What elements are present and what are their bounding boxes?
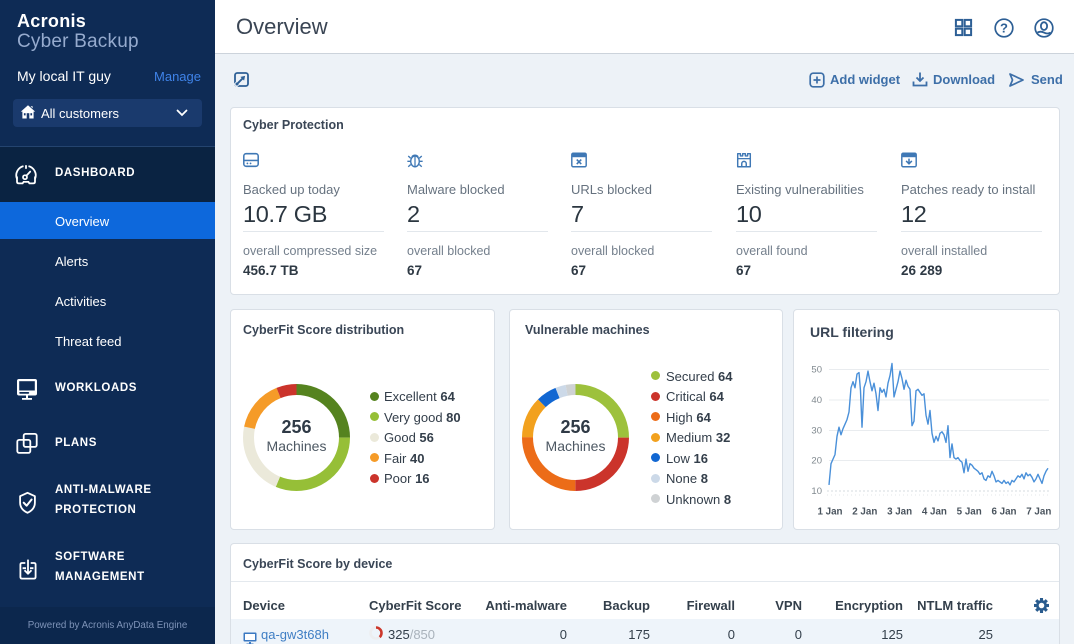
svg-text:5 Jan: 5 Jan [957,507,982,518]
svg-text:20: 20 [811,456,822,467]
svg-text:40: 40 [811,395,822,406]
svg-text:30: 30 [811,426,822,437]
svg-text:?: ? [1000,20,1008,35]
svg-text:2 Jan: 2 Jan [852,507,877,518]
svg-text:50: 50 [811,365,822,376]
svg-text:256: 256 [560,417,590,437]
svg-text:3 Jan: 3 Jan [887,507,912,518]
svg-text:256: 256 [281,417,311,437]
svg-text:4 Jan: 4 Jan [922,507,947,518]
svg-text:Machines: Machines [546,438,606,454]
svg-text:7 Jan: 7 Jan [1026,507,1051,518]
svg-text:10: 10 [811,486,822,497]
svg-text:1 Jan: 1 Jan [817,507,842,518]
svg-text:6 Jan: 6 Jan [991,507,1016,518]
svg-text:Machines: Machines [267,438,327,454]
